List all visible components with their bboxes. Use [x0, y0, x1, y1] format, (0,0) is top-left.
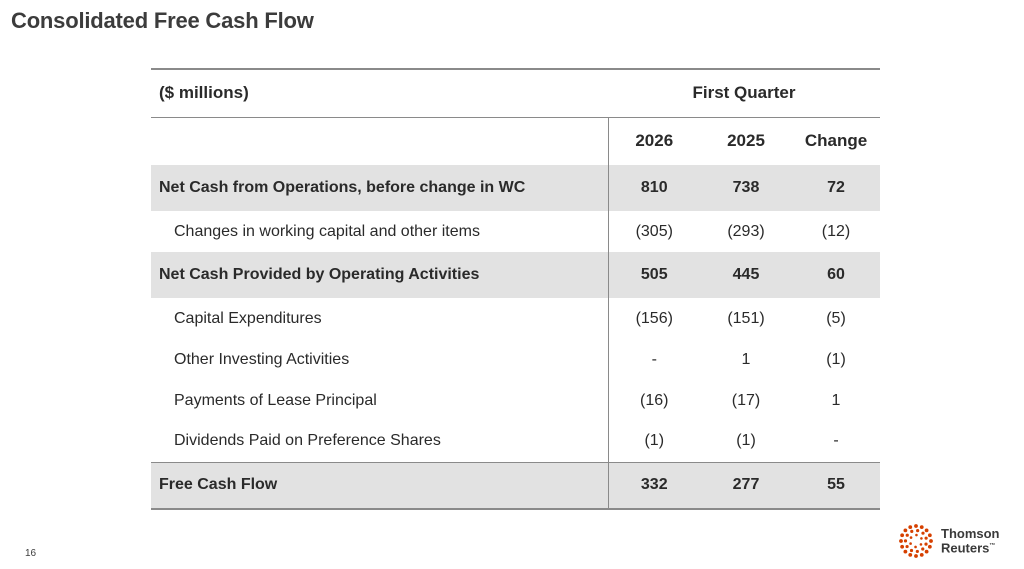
logo-dot	[915, 549, 919, 554]
row-value-2025: (151)	[727, 309, 765, 327]
logo-dot	[905, 533, 909, 537]
row-value-change: 55	[792, 461, 880, 510]
period-label: First Quarter	[608, 68, 880, 118]
table-row: Dividends Paid on Preference Shares (1) …	[151, 421, 880, 462]
logo-dot	[909, 536, 913, 539]
row-value-change: 72	[792, 165, 880, 211]
row-value-change: 1	[831, 391, 841, 409]
logo-dot	[908, 525, 913, 530]
row-label: Other Investing Activities	[174, 350, 350, 368]
row-value-2025: (1)	[736, 432, 756, 450]
logo-dot	[908, 552, 913, 557]
row-value-change: -	[833, 432, 839, 450]
row-value-change: 60	[792, 252, 880, 298]
row-value-2026: (16)	[607, 380, 700, 421]
table-row: Net Cash Provided by Operating Activitie…	[151, 252, 880, 298]
table-row: Other Investing Activities - 1 (1)	[151, 339, 880, 380]
row-value-2025: 277	[700, 461, 792, 510]
logo-dot	[914, 524, 918, 528]
column-header-2026: 2026	[607, 117, 700, 165]
column-header-2025: 2025	[727, 131, 765, 151]
dotted-circle-logo-icon	[899, 524, 933, 558]
row-label: Capital Expenditures	[174, 309, 322, 327]
row-value-change: (5)	[826, 309, 846, 327]
logo-dot	[921, 547, 925, 551]
page-number: 16	[25, 548, 37, 559]
logo-dot	[914, 545, 917, 549]
column-header-row: 2026 2025 Change	[151, 117, 880, 165]
row-value-2025: (17)	[731, 391, 761, 409]
logo-dot	[903, 528, 908, 533]
table-row: Payments of Lease Principal (16) (17) 1	[151, 380, 880, 421]
row-value-2026: 332	[607, 461, 700, 510]
logo-dot	[924, 536, 928, 540]
logo-dot	[909, 548, 914, 553]
logo-line-2: Reuters	[941, 540, 990, 556]
row-value-2025: 445	[700, 252, 792, 298]
logo-dot	[924, 528, 929, 533]
row-value-2026: (1)	[607, 421, 700, 462]
logo-line-1: Thomson	[941, 526, 1000, 542]
table-row-total: Free Cash Flow 332 277 55	[151, 461, 880, 510]
row-value-2026: 505	[607, 252, 700, 298]
header-blank	[151, 117, 608, 165]
free-cash-flow-table: ($ millions) First Quarter 2026 2025 Cha…	[151, 68, 880, 510]
row-label: Dividends Paid on Preference Shares	[174, 432, 441, 450]
table-header-row: ($ millions) First Quarter	[151, 68, 880, 118]
row-value-change: (12)	[821, 222, 851, 240]
row-label: Net Cash Provided by Operating Activitie…	[151, 252, 608, 298]
row-label: Payments of Lease Principal	[174, 391, 377, 409]
logo-dot	[921, 531, 925, 535]
thomson-reuters-logo: Thomson Reuters™	[897, 522, 1000, 560]
row-value-2026: 810	[607, 165, 700, 211]
logo-dot	[919, 525, 924, 530]
logo-dot	[909, 542, 912, 545]
logo-dot	[899, 539, 903, 543]
logo-dot	[905, 544, 909, 549]
logo-dot	[916, 529, 920, 533]
logo-wordmark: Thomson Reuters™	[941, 527, 1000, 554]
logo-dot	[927, 533, 932, 538]
table-row: Changes in working capital and other ite…	[151, 211, 880, 252]
row-value-2026: -	[607, 339, 700, 380]
row-value-2025: 1	[741, 350, 751, 368]
logo-dot	[924, 542, 928, 546]
logo-dot	[919, 552, 924, 557]
logo-dot	[903, 549, 908, 554]
logo-dot	[924, 549, 929, 554]
logo-dot	[900, 544, 905, 549]
row-value-2025: (293)	[727, 222, 765, 240]
row-label: Net Cash from Operations, before change …	[151, 165, 608, 211]
logo-dot	[903, 539, 908, 543]
table-row: Net Cash from Operations, before change …	[151, 165, 880, 211]
row-label: Changes in working capital and other ite…	[174, 222, 480, 240]
unit-label: ($ millions)	[151, 68, 608, 118]
page-title: Consolidated Free Cash Flow	[11, 8, 314, 33]
logo-dot	[915, 533, 918, 537]
row-value-change: (1)	[826, 350, 846, 368]
logo-dot	[910, 529, 914, 533]
column-header-change: Change	[804, 131, 868, 151]
row-value-2026: (156)	[607, 298, 700, 339]
logo-dot	[900, 533, 905, 538]
logo-dot	[914, 554, 918, 558]
row-value-2026: (305)	[607, 211, 700, 252]
table-row: Capital Expenditures (156) (151) (5)	[151, 298, 880, 339]
logo-dot	[919, 543, 923, 546]
logo-dot	[929, 539, 933, 543]
row-label: Free Cash Flow	[151, 461, 608, 510]
trademark-symbol: ™	[989, 543, 996, 550]
row-value-2025: 738	[700, 165, 792, 211]
logo-dot	[920, 537, 923, 540]
logo-dot	[927, 544, 932, 549]
